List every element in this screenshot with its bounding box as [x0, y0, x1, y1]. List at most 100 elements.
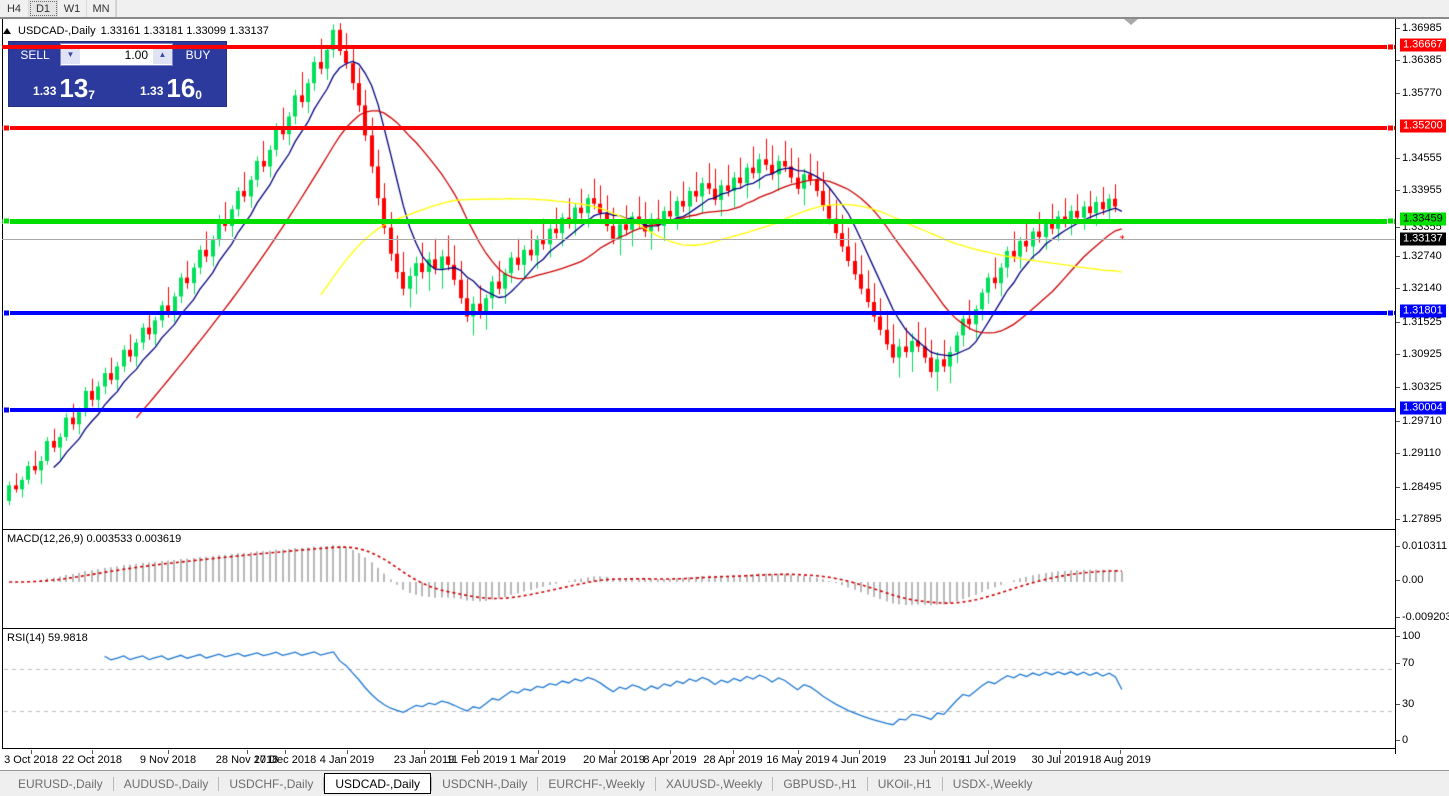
- chart-tab-ukoilh1[interactable]: UKOil-,H1: [877, 776, 932, 791]
- date-tick-label-1: 22 Oct 2018: [62, 754, 122, 766]
- price-tick-mark-11: [1396, 421, 1400, 422]
- sell-price-main: 13: [59, 73, 89, 103]
- price-tick-mark-4: [1396, 190, 1400, 191]
- chart-tab-eurusddaily[interactable]: EURUSD-,Daily: [18, 776, 103, 791]
- rsi-tick-mark-3: [1396, 740, 1400, 741]
- toolbar-empty-area: [116, 0, 1449, 17]
- date-tick-label-10: 8 Apr 2019: [643, 754, 697, 766]
- date-tick-label-15: 11 Jul 2019: [959, 754, 1017, 766]
- price-tick-label-3: 1.34555: [1402, 152, 1442, 164]
- date-tick-mark-6: [424, 750, 425, 754]
- chart-tab-usdcnhdaily[interactable]: USDCNH-,Daily: [442, 776, 528, 791]
- price-axis-line: [1395, 19, 1396, 754]
- sell-price-quote[interactable]: 1.33 13 7: [12, 67, 116, 103]
- date-tick-label-4: 17 Dec 2018: [253, 754, 317, 766]
- level-handle-left-1.33459[interactable]: [3, 217, 10, 225]
- chart-canvas[interactable]: [0, 17, 1449, 756]
- volume-decrement-icon[interactable]: ▼: [61, 45, 80, 64]
- level-handle-right-1.33459[interactable]: [1387, 217, 1394, 225]
- date-tick-label-9: 20 Mar 2019: [583, 754, 645, 766]
- price-tag-1.31801[interactable]: 1.31801: [1400, 304, 1446, 318]
- level-line-1.33459[interactable]: [2, 219, 1395, 224]
- chart-ohlc-values: 1.33161 1.33181 1.33099 1.33137: [100, 24, 269, 37]
- price-tick-label-6: 1.32740: [1402, 250, 1442, 262]
- level-handle-left-1.31801[interactable]: [3, 309, 10, 317]
- level-line-1.36667[interactable]: [2, 45, 1395, 49]
- buy-price-quote[interactable]: 1.33 16 0: [119, 67, 223, 103]
- chart-tab-audusddaily[interactable]: AUDUSD-,Daily: [123, 776, 209, 791]
- period-button-h4[interactable]: H4: [0, 0, 29, 17]
- macd-tick-label-0: 0.010311: [1402, 540, 1448, 552]
- level-handle-right-1.35200[interactable]: [1387, 124, 1394, 132]
- collapse-triangle-icon[interactable]: [3, 27, 11, 34]
- trade-panel-quotes: 1.33 13 7 1.33 16 0: [9, 67, 226, 106]
- level-handle-right-1.31801[interactable]: [1387, 309, 1394, 317]
- period-button-mn[interactable]: MN: [87, 0, 116, 17]
- macd-indicator-label: MACD(12,26,9) 0.003533 0.003619: [5, 533, 184, 545]
- chart-tab-eurchfweekly[interactable]: EURCHF-,Weekly: [548, 776, 645, 791]
- level-line-1.31801[interactable]: [2, 311, 1395, 315]
- price-tick-label-12: 1.29110: [1402, 447, 1441, 459]
- date-tick-label-5: 4 Jan 2019: [319, 754, 375, 766]
- price-tag-1.33459[interactable]: 1.33459: [1400, 212, 1446, 226]
- macd-tick-mark-0: [1396, 546, 1400, 547]
- date-tick-mark-16: [1060, 750, 1061, 754]
- price-tick-label-1: 1.36385: [1402, 54, 1442, 66]
- price-tick-label-7: 1.32140: [1402, 282, 1442, 294]
- sell-button[interactable]: SELL: [12, 44, 58, 65]
- rsi-tick-label-3: 0: [1402, 734, 1409, 746]
- period-button-w1[interactable]: W1: [58, 0, 87, 17]
- price-tick-label-9: 1.30925: [1402, 348, 1442, 360]
- date-tick-label-17: 18 Aug 2019: [1089, 754, 1151, 766]
- chart-tab-usdchfdaily[interactable]: USDCHF-,Daily: [229, 776, 314, 791]
- price-tick-label-11: 1.29710: [1402, 415, 1442, 427]
- buy-button[interactable]: BUY: [175, 44, 221, 65]
- rsi-tick-label-0: 100: [1402, 630, 1421, 642]
- chart-tab-gbpusdh1[interactable]: GBPUSD-,H1: [783, 776, 857, 791]
- price-tag-1.33137[interactable]: 1.33137: [1400, 232, 1446, 246]
- price-tag-1.36667[interactable]: 1.36667: [1400, 38, 1446, 52]
- rsi-tick-mark-0: [1396, 636, 1400, 637]
- volume-input[interactable]: 1.00: [80, 47, 153, 62]
- price-tick-label-4: 1.33955: [1402, 184, 1442, 196]
- macd-pane-separator: [2, 529, 1395, 530]
- date-axis-line: [2, 748, 1395, 749]
- date-tick-mark-0: [31, 750, 32, 754]
- level-line-1.30004[interactable]: [2, 408, 1395, 412]
- level-handle-right-1.36667[interactable]: [1387, 43, 1394, 51]
- date-tick-mark-8: [538, 750, 539, 754]
- price-tag-1.35200[interactable]: 1.35200: [1400, 119, 1446, 133]
- tab-separator: [654, 776, 656, 791]
- date-tick-label-8: 1 Mar 2019: [510, 754, 566, 766]
- rsi-indicator-label: RSI(14) 59.9818: [5, 632, 90, 644]
- date-tick-mark-14: [934, 750, 935, 754]
- chart-symbol-label: USDCAD-,Daily: [18, 24, 96, 37]
- level-handle-left-1.35200[interactable]: [3, 124, 10, 132]
- period-button-d1[interactable]: D1: [29, 0, 58, 17]
- level-line-1.35200[interactable]: [2, 126, 1395, 130]
- buy-price-fraction: 0: [195, 88, 202, 102]
- price-tick-mark-12: [1396, 453, 1400, 454]
- period-toolbar: H4 D1 W1 MN: [0, 0, 1449, 18]
- price-tick-label-14: 1.27895: [1402, 513, 1442, 525]
- price-tag-1.30004[interactable]: 1.30004: [1400, 401, 1446, 415]
- chart-title-row: USDCAD-,Daily 1.33161 1.33181 1.33099 1.…: [3, 24, 269, 37]
- price-chart-canvas[interactable]: [0, 19, 1449, 756]
- chart-left-border: [2, 19, 3, 748]
- date-tick-label-13: 4 Jun 2019: [831, 754, 887, 766]
- level-handle-left-1.30004[interactable]: [3, 406, 10, 414]
- sell-price-prefix: 1.33: [33, 84, 57, 98]
- date-tick-label-0: 3 Oct 2018: [4, 754, 58, 766]
- chart-tab-usdxweekly[interactable]: USDX-,Weekly: [952, 776, 1033, 791]
- price-tick-label-0: 1.36985: [1402, 22, 1442, 34]
- date-tick-label-6: 23 Jan 2019: [393, 754, 455, 766]
- date-tick-mark-7: [477, 750, 478, 754]
- chart-tab-usdcaddaily[interactable]: USDCAD-,Daily: [324, 773, 432, 794]
- date-tick-mark-5: [347, 750, 348, 754]
- tab-separator: [323, 776, 325, 791]
- scroll-marker-icon[interactable]: [1124, 19, 1138, 25]
- chart-tab-xauusdweekly[interactable]: XAUUSD-,Weekly: [665, 776, 763, 791]
- volume-increment-icon[interactable]: ▲: [153, 45, 172, 64]
- price-tick-mark-7: [1396, 288, 1400, 289]
